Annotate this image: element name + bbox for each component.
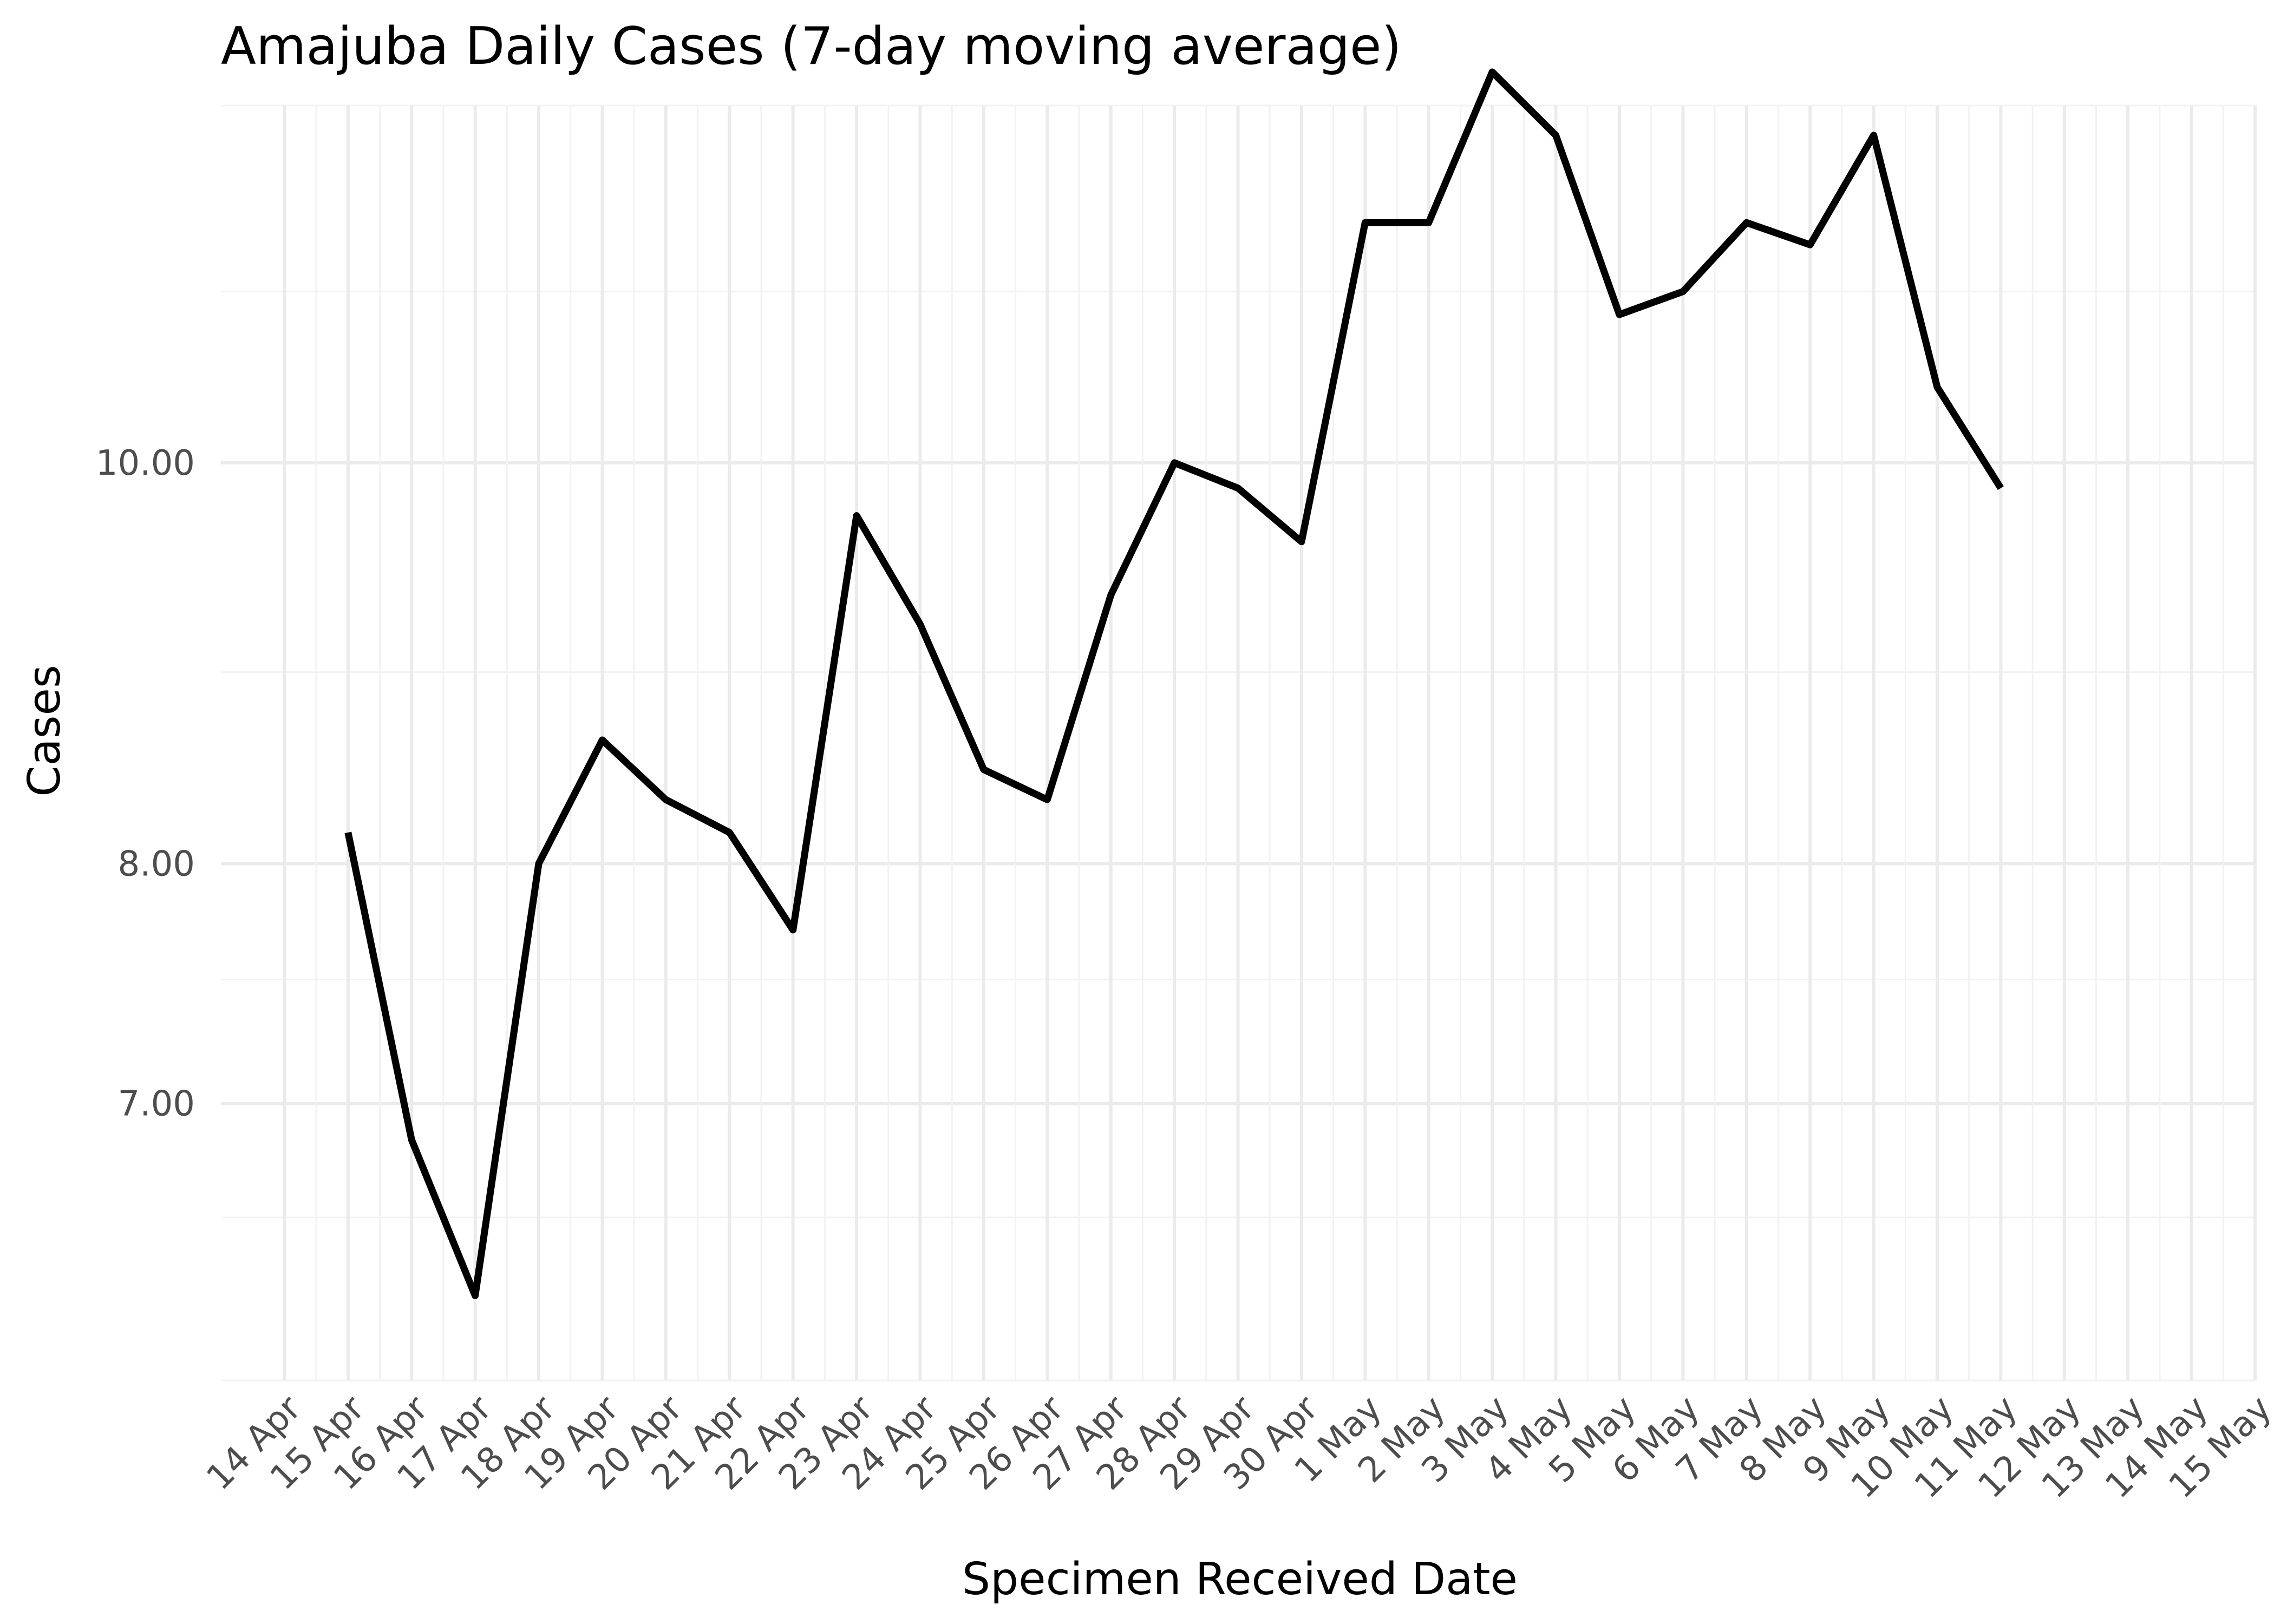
- y-tick-label: 7.00: [118, 1084, 195, 1124]
- series-line: [344, 68, 2004, 1299]
- grid: [221, 104, 2257, 1381]
- y-tick-label: 10.00: [96, 443, 195, 483]
- y-axis-title: Cases: [19, 665, 70, 796]
- y-axis-ticks: 7.00 8.00 10.00: [96, 443, 195, 1124]
- series-layer: [344, 68, 2004, 1299]
- y-tick-label: 8.00: [118, 844, 195, 884]
- chart-title: Amajuba Daily Cases (7-day moving averag…: [221, 17, 1402, 76]
- x-axis-title: Specimen Received Date: [962, 1554, 1518, 1605]
